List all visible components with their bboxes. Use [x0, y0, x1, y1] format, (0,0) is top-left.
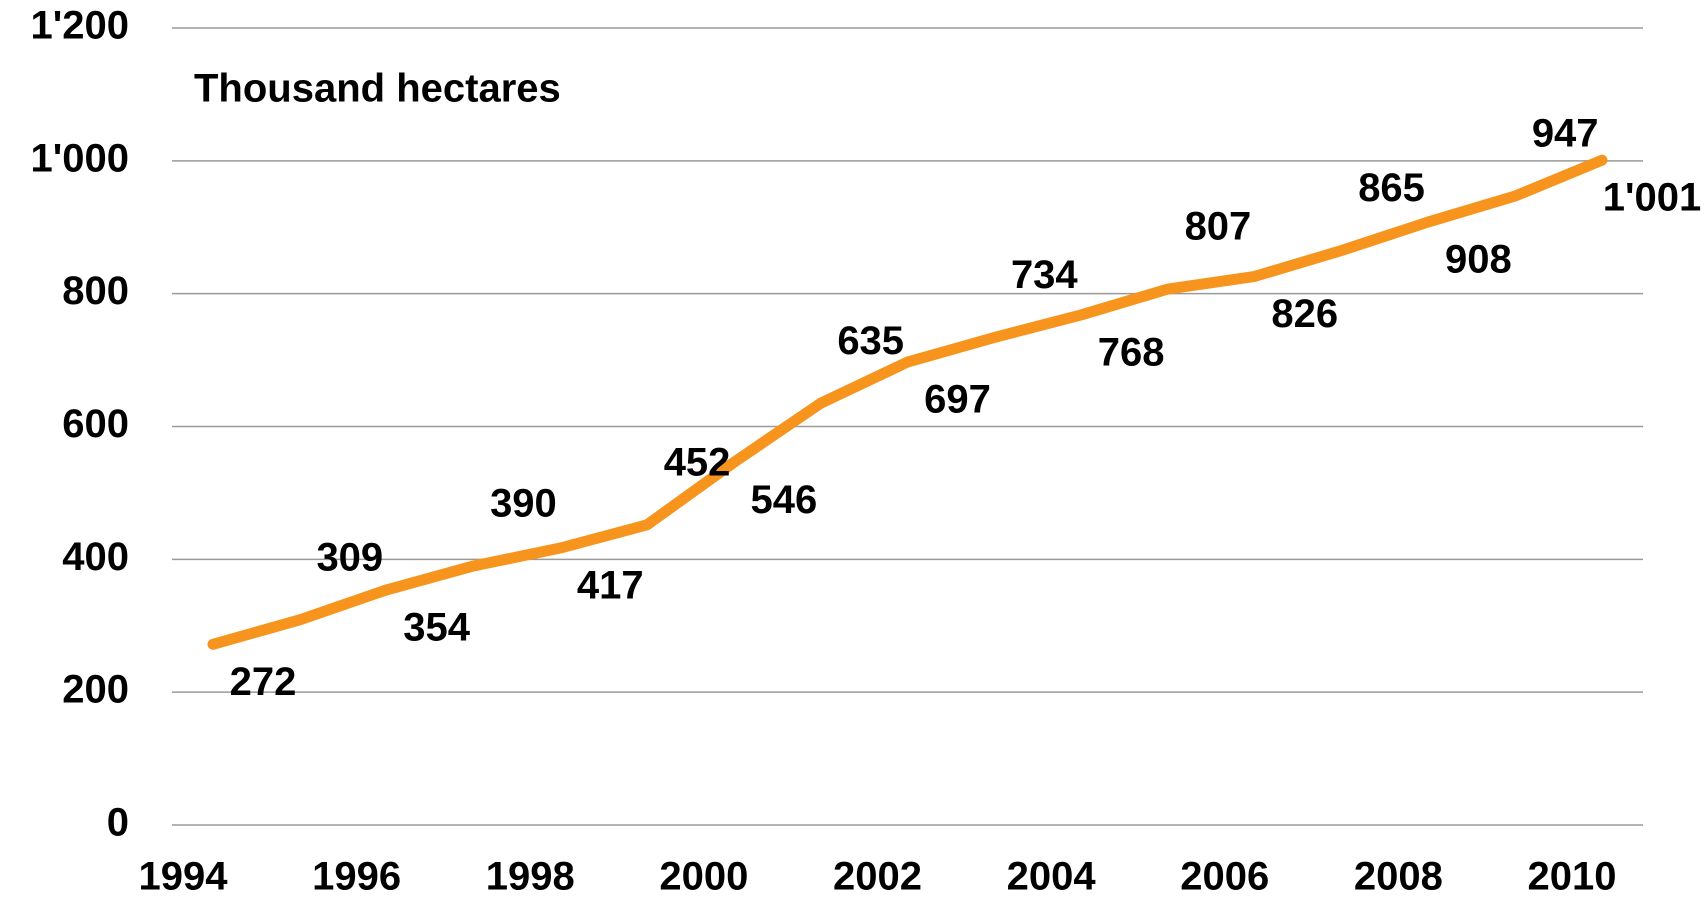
data-label: 309 [316, 535, 383, 579]
data-label: 452 [664, 440, 731, 484]
data-label: 768 [1098, 330, 1165, 374]
data-label: 697 [924, 378, 991, 422]
data-label: 807 [1185, 205, 1252, 249]
x-tick-label: 2010 [1528, 855, 1617, 899]
y-tick-label: 600 [62, 402, 129, 446]
data-label: 947 [1532, 112, 1599, 156]
y-tick-label: 200 [62, 668, 129, 712]
data-label: 908 [1445, 237, 1512, 281]
x-tick-label: 2002 [833, 855, 922, 899]
line [207, 154, 1608, 650]
data-label: 734 [1011, 253, 1078, 297]
x-tick-label: 2006 [1180, 855, 1269, 899]
data-label: 354 [403, 605, 470, 649]
x-tick-label: 1998 [486, 855, 575, 899]
data-label: 635 [837, 319, 904, 363]
data-label: 1'001 [1603, 176, 1702, 220]
data-label: 390 [490, 482, 557, 526]
data-label: 546 [751, 478, 818, 522]
chart-title: Thousand hectares [194, 67, 561, 111]
y-tick-label: 0 [107, 801, 129, 845]
data-label: 865 [1358, 166, 1425, 210]
data-label: 417 [577, 564, 644, 608]
x-tick-label: 2004 [1007, 855, 1097, 899]
x-tick-label: 1996 [312, 855, 401, 899]
data-label: 272 [230, 660, 297, 704]
data-label: 826 [1271, 292, 1338, 336]
y-tick-label: 400 [62, 535, 129, 579]
y-tick-label: 1'000 [31, 136, 130, 180]
y-tick-label: 1'200 [31, 4, 130, 48]
x-tick-label: 2000 [659, 855, 748, 899]
x-tick-label: 2008 [1354, 855, 1443, 899]
y-tick-label: 800 [62, 269, 129, 313]
x-tick-label: 1994 [139, 855, 229, 899]
